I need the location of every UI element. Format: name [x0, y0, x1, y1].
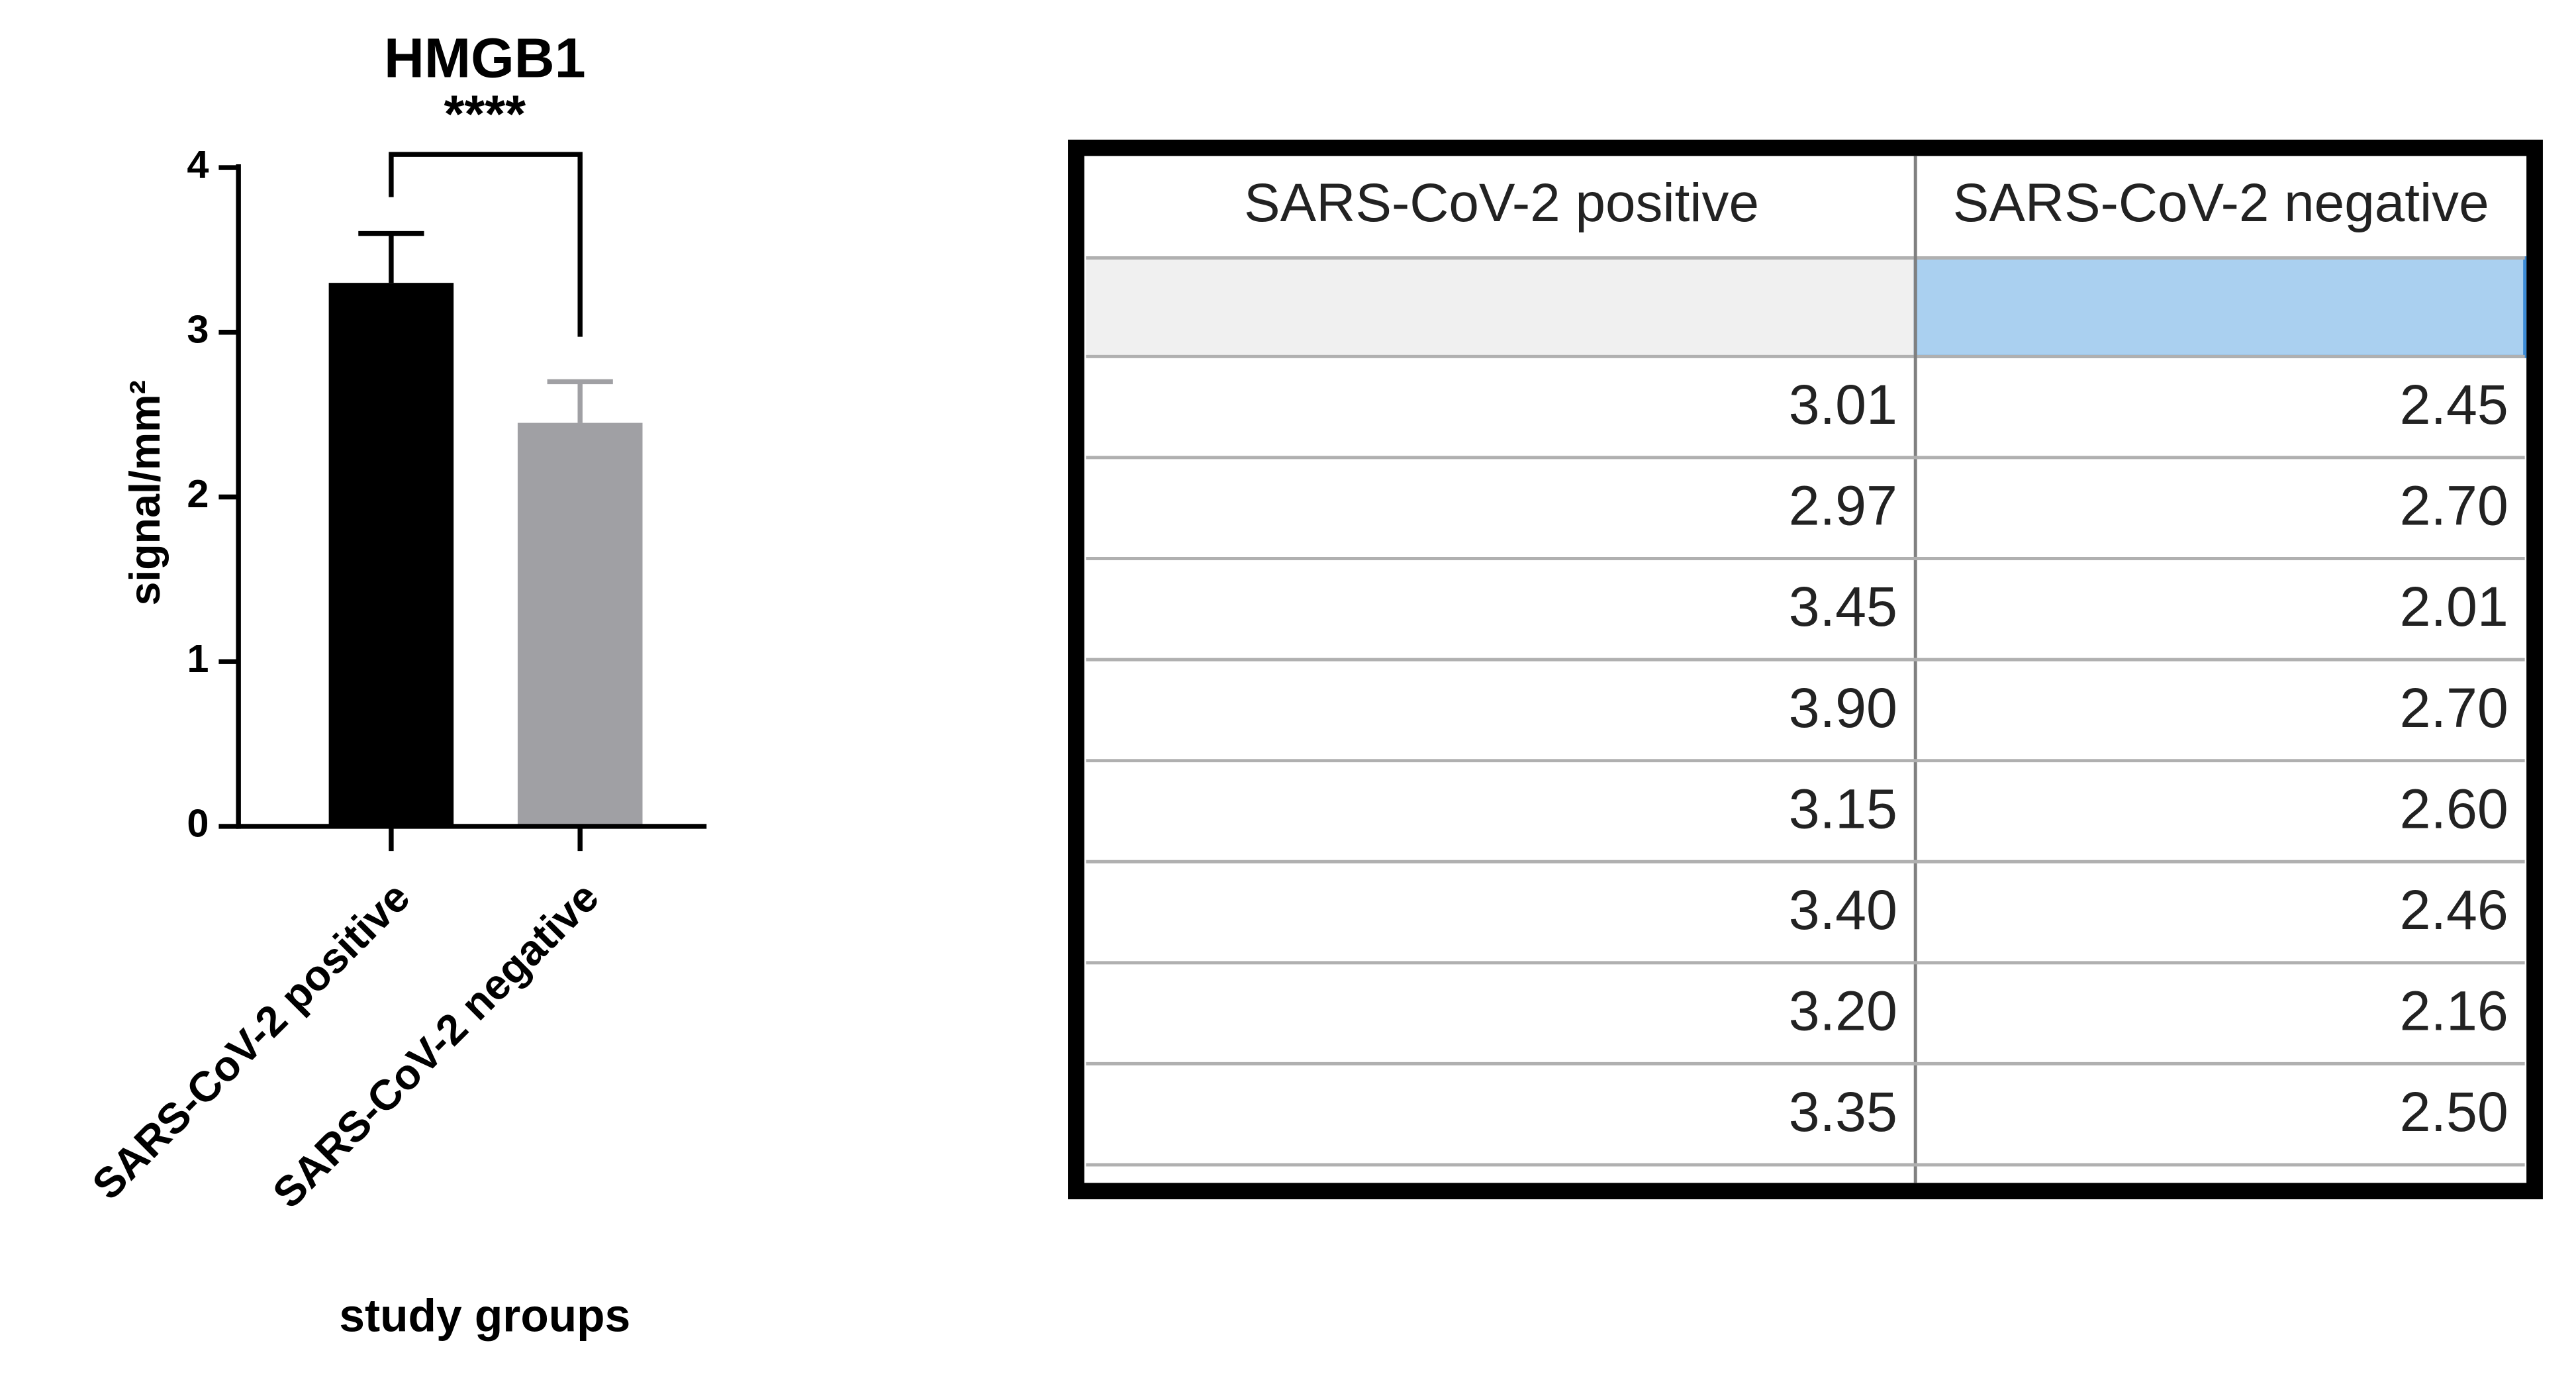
table-cell: 2.97 [1789, 475, 1897, 537]
y-tick-label: 1 [187, 636, 209, 681]
x-tick-label: SARS-CoV-2 positive [83, 873, 419, 1208]
y-tick-label: 2 [187, 471, 209, 516]
y-tick-label: 0 [187, 801, 209, 846]
table-selected-cell [1913, 256, 2527, 358]
table-cell: 2.50 [2400, 1081, 2508, 1143]
table-cell: 2.46 [2400, 879, 2508, 941]
x-tick-label: SARS-CoV-2 negative [263, 873, 608, 1217]
table-header: SARS-CoV-2 negative [1953, 173, 2489, 233]
table-cell: 2.60 [2400, 777, 2508, 840]
table-cell: 2.70 [2400, 475, 2508, 537]
table-cell: 2.16 [2400, 980, 2508, 1042]
table-cell: 2.01 [2400, 575, 2508, 638]
y-tick-label: 3 [187, 307, 209, 352]
table-header: SARS-CoV-2 positive [1244, 173, 1759, 233]
table-cell: 3.40 [1789, 879, 1897, 941]
table-cell: 3.20 [1789, 980, 1897, 1042]
table-cell: 3.45 [1789, 575, 1897, 638]
y-axis-label: signal/mm² [121, 380, 169, 605]
table-cell: 2.45 [2400, 373, 2508, 436]
significance: **** [444, 85, 526, 144]
y-tick-label: 4 [187, 142, 209, 187]
chart-title: HMGB1 [384, 27, 586, 89]
table-cell: 3.35 [1789, 1081, 1897, 1143]
x-axis-label: study groups [339, 1290, 630, 1342]
bar [328, 283, 454, 826]
error-bar [547, 379, 613, 423]
table-cell: 3.01 [1789, 373, 1897, 436]
table-cell: 2.70 [2400, 677, 2508, 739]
table-cell: 3.15 [1789, 777, 1897, 840]
table-cell: 3.90 [1789, 677, 1897, 739]
significance-bracket [389, 152, 583, 337]
table-empty-cell [1086, 258, 1916, 357]
bar [517, 422, 643, 826]
error-bar [358, 230, 424, 283]
